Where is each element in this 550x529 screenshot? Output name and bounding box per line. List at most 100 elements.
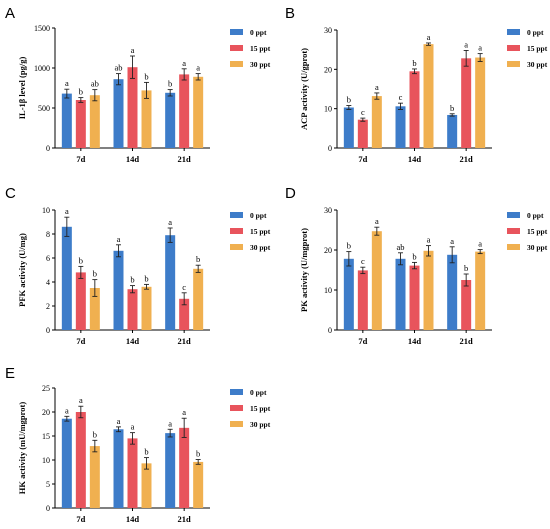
significance-label: a <box>427 235 431 245</box>
legend-swatch <box>507 244 520 250</box>
bar <box>461 280 472 330</box>
y-axis-label: PFK activity (U/mg) <box>17 233 27 307</box>
bar <box>127 438 138 508</box>
bar <box>409 265 420 330</box>
bar <box>61 93 72 148</box>
category-label: 7d <box>358 336 367 346</box>
legend-label: 30 ppt <box>250 243 271 252</box>
y-tick-label: 20 <box>324 246 332 255</box>
significance-label: b <box>130 275 134 285</box>
bar <box>357 119 368 148</box>
legend-label: 0 ppt <box>250 211 267 220</box>
significance-label: b <box>144 447 148 457</box>
significance-label: a <box>65 206 69 216</box>
y-tick-label: 10 <box>324 105 332 114</box>
y-tick-label: 6 <box>46 254 50 263</box>
significance-label: b <box>79 255 83 265</box>
significance-label: a <box>182 58 186 68</box>
y-tick-label: 0 <box>328 144 332 153</box>
y-tick-label: 5 <box>46 480 50 489</box>
significance-label: a <box>131 45 135 55</box>
y-tick-label: 20 <box>324 65 332 74</box>
significance-label: b <box>144 71 148 81</box>
bar <box>461 58 472 148</box>
y-tick-label: 2 <box>46 302 50 311</box>
legend-label: 15 ppt <box>527 44 548 53</box>
y-tick-label: 8 <box>46 230 50 239</box>
significance-label: b <box>196 449 200 459</box>
significance-label: a <box>478 43 482 53</box>
bar <box>75 100 86 148</box>
panel-letter: A <box>5 5 15 22</box>
legend-swatch <box>507 212 520 218</box>
legend-swatch <box>230 389 243 395</box>
category-label: 7d <box>76 514 85 524</box>
bar <box>165 235 176 330</box>
category-label: 21d <box>178 336 192 346</box>
y-axis-label: PK activity (U/mgprot) <box>299 228 309 312</box>
category-label: 7d <box>358 154 367 164</box>
legend-label: 30 ppt <box>250 420 271 429</box>
panel-letter: C <box>5 185 16 202</box>
bar <box>371 231 382 330</box>
bar <box>447 254 458 330</box>
significance-label: a <box>79 395 83 405</box>
legend-label: 15 ppt <box>250 44 271 53</box>
y-tick-label: 30 <box>324 206 332 215</box>
legend-swatch <box>230 29 243 35</box>
bar <box>113 250 124 330</box>
y-tick-label: 0 <box>46 504 50 513</box>
legend-swatch <box>507 61 520 67</box>
panel-letter: E <box>5 365 15 382</box>
y-tick-label: 15 <box>42 432 50 441</box>
bar <box>447 114 458 148</box>
bar <box>343 107 354 148</box>
significance-label: a <box>117 234 121 244</box>
bar <box>141 90 152 148</box>
legend-swatch <box>230 244 243 250</box>
bar <box>141 286 152 330</box>
y-tick-label: 10 <box>324 286 332 295</box>
y-tick-label: 0 <box>46 326 50 335</box>
bar <box>61 418 72 508</box>
bar <box>61 226 72 330</box>
y-axis-label: HK activity (mU/mgprot) <box>17 402 27 495</box>
bar <box>475 57 486 148</box>
bar <box>179 298 190 330</box>
bar <box>75 412 86 508</box>
y-tick-label: 1500 <box>34 24 50 33</box>
category-label: 21d <box>460 154 474 164</box>
legend-swatch <box>230 61 243 67</box>
legend-swatch <box>507 228 520 234</box>
legend-label: 0 ppt <box>527 211 544 220</box>
y-tick-label: 10 <box>42 456 50 465</box>
significance-label: b <box>168 79 172 89</box>
y-tick-label: 500 <box>38 104 50 113</box>
bar <box>193 268 204 330</box>
bar <box>165 92 176 148</box>
significance-label: ab <box>114 63 122 73</box>
legend-label: 30 ppt <box>527 243 548 252</box>
bar <box>179 74 190 148</box>
category-label: 14d <box>408 336 422 346</box>
bar <box>113 79 124 148</box>
significance-label: c <box>361 256 365 266</box>
y-axis-label: ACP activity (U/gprot) <box>299 48 309 130</box>
category-label: 21d <box>178 154 192 164</box>
significance-label: b <box>412 251 416 261</box>
legend-swatch <box>230 212 243 218</box>
bar <box>475 251 486 330</box>
significance-label: a <box>65 78 69 88</box>
significance-label: a <box>117 416 121 426</box>
legend-label: 0 ppt <box>250 28 267 37</box>
legend-swatch <box>230 228 243 234</box>
category-label: 7d <box>76 336 85 346</box>
legend-swatch <box>507 45 520 51</box>
significance-label: b <box>93 269 97 279</box>
bar <box>127 289 138 330</box>
significance-label: c <box>361 107 365 117</box>
legend-swatch <box>507 29 520 35</box>
bar <box>395 106 406 148</box>
y-tick-label: 20 <box>42 408 50 417</box>
